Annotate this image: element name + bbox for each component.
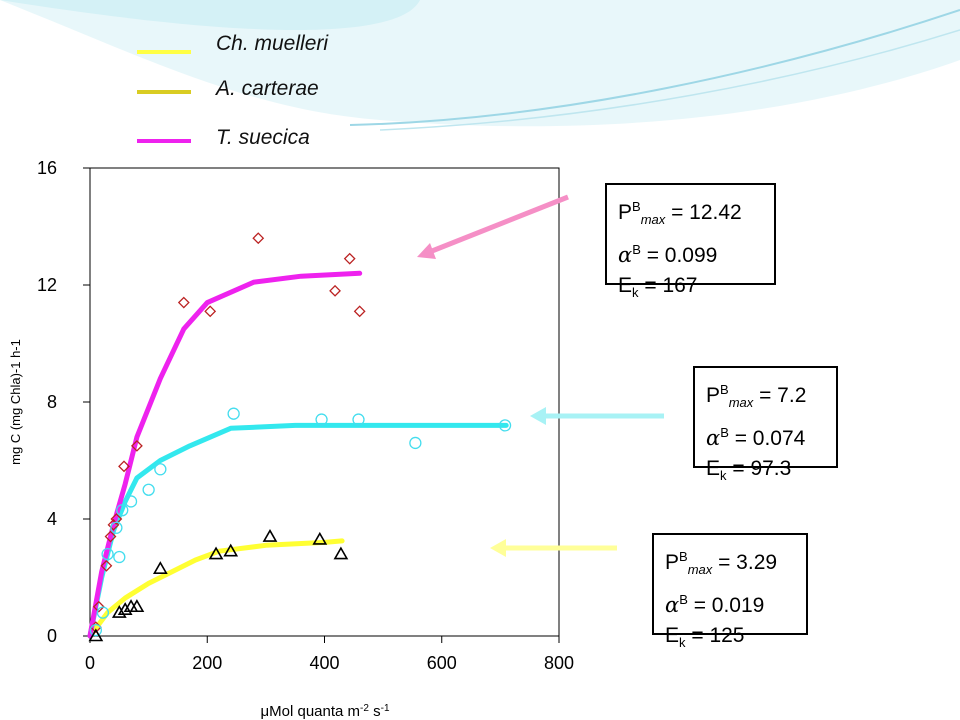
data-point-diamond (252, 232, 265, 245)
ek-line: Ek = 167 (618, 274, 698, 301)
data-point-circle (110, 521, 123, 534)
ek-line: Ek = 125 (665, 624, 745, 651)
x-tick-label: 400 (309, 653, 339, 673)
data-point-circle (124, 495, 138, 508)
data-point-diamond (130, 439, 143, 452)
alpha-line: αB = 0.019 (665, 592, 765, 618)
fit-line-a-carterae (87, 538, 345, 639)
data-point-triangle (129, 599, 145, 613)
data-point-diamond (177, 296, 190, 309)
legend-label-ch-muelleri: Ch. muelleri (216, 32, 329, 55)
data-point-diamond (92, 600, 105, 613)
legend-swatch-a-carterae (137, 90, 191, 94)
data-point-circle (315, 413, 328, 426)
data-point-triangle (333, 546, 349, 560)
data-point-diamond (329, 284, 341, 297)
alpha-line: αB = 0.074 (706, 425, 806, 451)
data-point-diamond (353, 305, 366, 318)
params-box-a-carterae: PBmax = 3.29 αB = 0.019 Ek = 125 (652, 533, 808, 650)
x-tick-label: 600 (427, 653, 457, 673)
legend-swatch-t-suecica (137, 139, 191, 143)
data-point-circle (116, 504, 129, 517)
legend-label-a-carterae: A. carterae (216, 77, 319, 100)
y-tick-label: 4 (47, 509, 57, 529)
arrow-a-carterae (490, 539, 617, 557)
x-tick-label: 200 (192, 653, 222, 673)
data-point-circle (96, 606, 110, 619)
data-point-triangle (88, 628, 104, 642)
data-point-triangle (262, 528, 278, 542)
data-point-diamond (204, 305, 217, 318)
y-tick-label: 12 (37, 275, 57, 295)
pbmax-line: PBmax = 12.42 (618, 199, 742, 228)
y-tick-label: 8 (47, 392, 57, 412)
data-point-triangle (208, 546, 224, 560)
y-tick-label: 0 (47, 626, 57, 646)
alpha-line: αB = 0.099 (618, 242, 718, 268)
pbmax-line: PBmax = 7.2 (706, 382, 807, 411)
y-axis-label: mg C (mg Chla)-1 h-1 (8, 339, 23, 465)
data-point-diamond (100, 559, 113, 572)
y-tick-label: 16 (37, 158, 57, 178)
ek-line: Ek = 97.3 (706, 457, 792, 484)
x-tick-label: 800 (544, 653, 574, 673)
data-point-triangle (312, 531, 328, 545)
data-point-circle (89, 624, 103, 637)
data-point-circle (101, 547, 114, 561)
x-axis-label: μMol quanta m-2 s-1 (260, 703, 389, 720)
pbmax-line: PBmax = 3.29 (665, 549, 778, 578)
data-point-circle (227, 407, 240, 420)
data-point-triangle (117, 602, 133, 615)
data-point-diamond (343, 252, 356, 265)
legend-label-t-suecica: T. suecica (216, 126, 310, 149)
data-point-triangle (223, 543, 239, 557)
legend-swatch-ch-muelleri (137, 50, 191, 54)
data-point-triangle (152, 561, 168, 575)
data-point-diamond (118, 460, 130, 473)
arrow-t-suecica (417, 194, 569, 259)
params-box-t-suecica: PBmax = 12.42 αB = 0.099 Ek = 167 (605, 183, 776, 300)
data-point-circle (154, 463, 167, 476)
data-point-triangle (111, 604, 127, 618)
data-point-diamond (104, 530, 117, 543)
data-point-diamond (110, 513, 123, 525)
data-point-circle (352, 413, 365, 426)
params-box-ch-muelleri: PBmax = 7.2 αB = 0.074 Ek = 97.3 (693, 366, 838, 483)
data-point-circle (498, 419, 512, 432)
data-point-circle (409, 436, 422, 450)
arrow-ch-muelleri (530, 407, 664, 425)
data-point-circle (113, 550, 126, 564)
x-tick-label: 0 (85, 653, 95, 673)
data-point-circle (142, 483, 155, 496)
